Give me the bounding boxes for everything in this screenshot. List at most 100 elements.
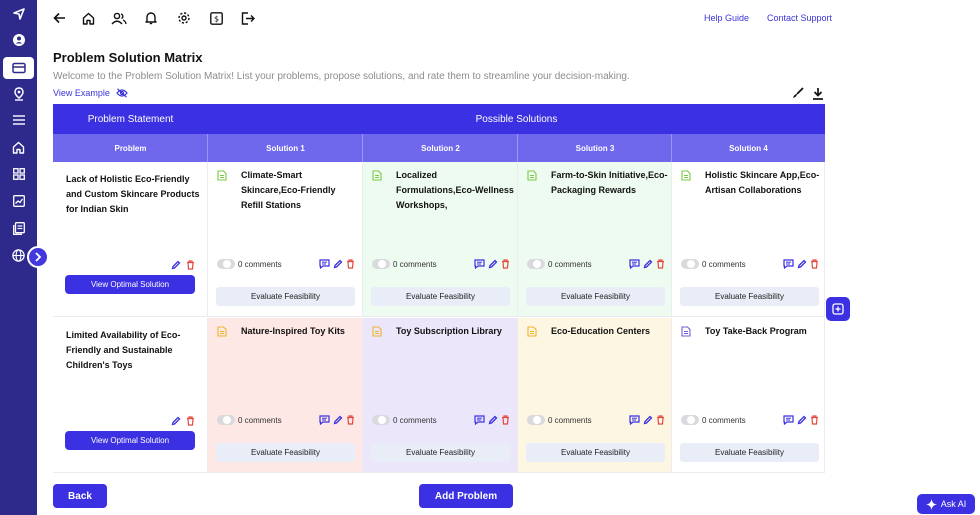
- back-button[interactable]: Back: [53, 484, 107, 508]
- comment-icon[interactable]: [319, 415, 330, 425]
- settings-icon[interactable]: [175, 9, 193, 27]
- download-icon[interactable]: [811, 86, 825, 100]
- location-icon[interactable]: [0, 83, 37, 105]
- comments-toggle[interactable]: [527, 415, 545, 425]
- help-guide-link[interactable]: Help Guide: [704, 13, 750, 23]
- edit-icon[interactable]: [797, 259, 807, 269]
- dollar-icon[interactable]: $: [207, 9, 225, 27]
- solution-actions: [629, 259, 665, 269]
- comment-icon[interactable]: [474, 415, 485, 425]
- avatar-icon[interactable]: [0, 29, 37, 51]
- delete-icon[interactable]: [346, 415, 355, 425]
- user-icon: [687, 416, 695, 424]
- delete-icon[interactable]: [656, 259, 665, 269]
- note-icon: [217, 326, 227, 337]
- delete-icon[interactable]: [810, 259, 819, 269]
- comment-icon[interactable]: [783, 259, 794, 269]
- grid-icon[interactable]: [0, 163, 37, 185]
- view-optimal-solution-button[interactable]: View Optimal Solution: [65, 275, 195, 294]
- delete-icon[interactable]: [501, 415, 510, 425]
- chart-icon[interactable]: [0, 190, 37, 212]
- comment-icon[interactable]: [783, 415, 794, 425]
- menu-icon[interactable]: [0, 109, 37, 131]
- delete-icon[interactable]: [186, 416, 195, 426]
- home-icon[interactable]: [0, 136, 37, 158]
- edit-icon[interactable]: [797, 415, 807, 425]
- comment-icon[interactable]: [319, 259, 330, 269]
- sparkle-icon: [925, 498, 937, 510]
- edit-icon[interactable]: [333, 415, 343, 425]
- problem-cell: Limited Availability of Eco-Friendly and…: [53, 318, 208, 473]
- possible-solutions-header: Possible Solutions: [208, 104, 825, 134]
- evaluate-feasibility-button[interactable]: Evaluate Feasibility: [680, 287, 819, 306]
- globe-icon[interactable]: [0, 244, 37, 266]
- home-icon[interactable]: [79, 9, 97, 27]
- comments-toggle[interactable]: [372, 259, 390, 269]
- comments-toggle[interactable]: [372, 415, 390, 425]
- delete-icon[interactable]: [656, 415, 665, 425]
- ask-ai-button[interactable]: Ask AI: [917, 494, 975, 514]
- view-example-link[interactable]: View Example: [53, 88, 128, 98]
- solution-text: Localized Formulations,Eco-Wellness Work…: [396, 170, 514, 210]
- delete-icon[interactable]: [346, 259, 355, 269]
- user-icon: [533, 260, 541, 268]
- evaluate-feasibility-button[interactable]: Evaluate Feasibility: [216, 287, 355, 306]
- edit-icon[interactable]: [643, 415, 653, 425]
- card-icon[interactable]: [3, 57, 34, 79]
- logout-icon[interactable]: [239, 9, 257, 27]
- solution-actions: [629, 415, 665, 425]
- comments-toggle[interactable]: [217, 259, 235, 269]
- comments-row: 0 comments: [681, 412, 819, 428]
- comments-count: 0 comments: [702, 415, 746, 425]
- delete-icon[interactable]: [186, 260, 195, 270]
- comments-toggle[interactable]: [527, 259, 545, 269]
- solution-3-header: Solution 3: [518, 134, 672, 162]
- back-arrow-icon[interactable]: [50, 9, 68, 27]
- edit-icon[interactable]: [488, 259, 498, 269]
- delete-icon[interactable]: [501, 259, 510, 269]
- contact-support-link[interactable]: Contact Support: [767, 13, 833, 23]
- evaluate-feasibility-button[interactable]: Evaluate Feasibility: [371, 287, 510, 306]
- ask-ai-label: Ask AI: [940, 499, 967, 509]
- users-icon[interactable]: [110, 9, 128, 27]
- edit-icon[interactable]: [643, 259, 653, 269]
- evaluate-feasibility-button[interactable]: Evaluate Feasibility: [526, 287, 665, 306]
- problem-column-header: Problem: [53, 134, 208, 162]
- evaluate-feasibility-button[interactable]: Evaluate Feasibility: [680, 443, 819, 462]
- comment-icon[interactable]: [474, 259, 485, 269]
- comments-toggle[interactable]: [681, 259, 699, 269]
- bell-icon[interactable]: [142, 9, 160, 27]
- user-icon: [378, 416, 386, 424]
- edit-icon[interactable]: [333, 259, 343, 269]
- edit-icon[interactable]: [488, 415, 498, 425]
- comments-toggle[interactable]: [681, 415, 699, 425]
- view-optimal-solution-button[interactable]: View Optimal Solution: [65, 431, 195, 450]
- evaluate-feasibility-button[interactable]: Evaluate Feasibility: [216, 443, 355, 462]
- page-title: Problem Solution Matrix: [53, 50, 203, 65]
- solution-actions: [474, 415, 510, 425]
- comment-icon[interactable]: [629, 259, 640, 269]
- logo-icon[interactable]: [0, 3, 37, 25]
- document-icon[interactable]: [0, 217, 37, 239]
- problem-statement-header: Problem Statement: [53, 104, 208, 134]
- comments-row: 0 comments: [527, 256, 665, 272]
- comments-toggle[interactable]: [217, 415, 235, 425]
- note-icon: [681, 170, 691, 181]
- solution-cell: Eco-Education Centers 0 comments Evaluate …: [518, 318, 672, 473]
- edit-icon[interactable]: [171, 260, 181, 270]
- add-solution-column-button[interactable]: [826, 297, 850, 321]
- add-problem-button[interactable]: Add Problem: [419, 484, 513, 508]
- edit-icon[interactable]: [171, 416, 181, 426]
- comments-count: 0 comments: [238, 415, 282, 425]
- evaluate-feasibility-button[interactable]: Evaluate Feasibility: [371, 443, 510, 462]
- delete-icon[interactable]: [810, 415, 819, 425]
- brush-icon[interactable]: [791, 86, 805, 100]
- solution-actions: [319, 415, 355, 425]
- problem-text: Lack of Holistic Eco-Friendly and Custom…: [66, 174, 200, 214]
- comment-icon[interactable]: [629, 415, 640, 425]
- problem-text: Limited Availability of Eco-Friendly and…: [66, 330, 181, 370]
- comments-count: 0 comments: [393, 415, 437, 425]
- evaluate-feasibility-button[interactable]: Evaluate Feasibility: [526, 443, 665, 462]
- note-icon: [372, 170, 382, 181]
- expand-sidebar-button[interactable]: [27, 246, 49, 268]
